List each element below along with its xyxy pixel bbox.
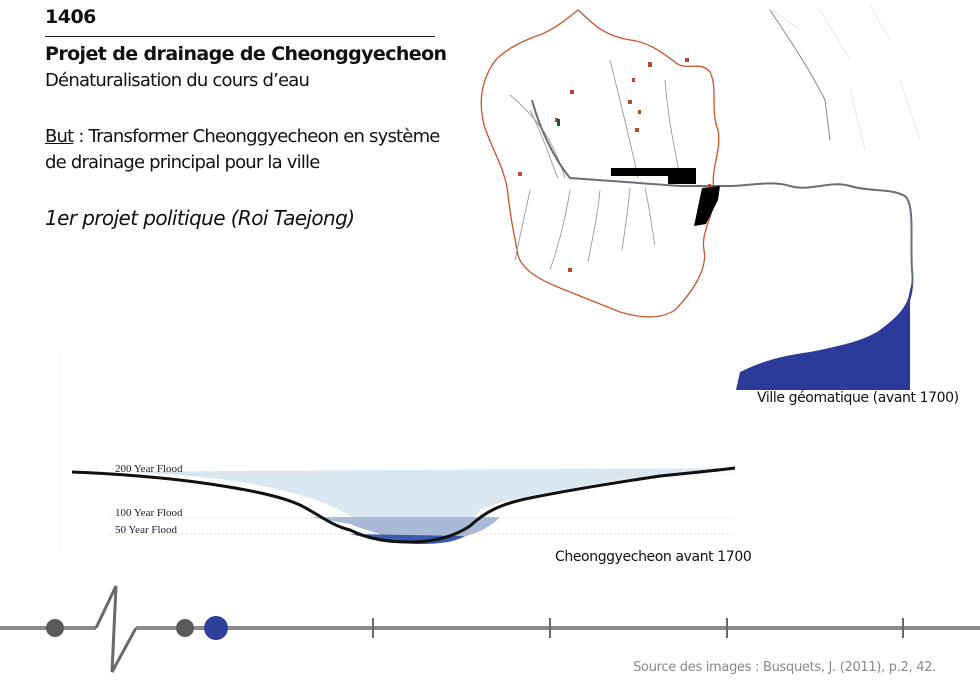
goal-paragraph: But : Transformer Cheonggyecheon en syst… xyxy=(45,124,445,176)
han-river xyxy=(736,290,910,390)
cross-section: 200 Year Flood 100 Year Flood 50 Year Fl… xyxy=(60,350,736,550)
image-source: Source des images : Busquets, J. (2011),… xyxy=(633,660,936,675)
timeline-marker-past-2 xyxy=(176,619,194,637)
flood-label-50: 50 Year Flood xyxy=(115,524,178,536)
page-subtitle: Dénaturalisation du cours d’eau xyxy=(45,70,310,91)
market-block xyxy=(694,186,720,226)
flood-label-100: 100 Year Flood xyxy=(115,507,183,519)
goal-label: But xyxy=(45,126,74,147)
flood-fill-200 xyxy=(72,468,735,542)
city-map xyxy=(470,0,980,390)
timeline-marker-current xyxy=(204,616,228,640)
section-caption: Cheonggyecheon avant 1700 xyxy=(555,549,752,565)
river-line xyxy=(531,99,914,311)
year-heading: 1406 xyxy=(45,6,96,28)
project-note: 1er projet politique (Roi Taejong) xyxy=(45,206,355,230)
timeline xyxy=(0,585,980,673)
city-wall xyxy=(480,9,720,318)
flood-fill-50 xyxy=(350,534,465,544)
flood-label-200: 200 Year Flood xyxy=(115,463,183,475)
timeline-marker-past-1 xyxy=(46,619,64,637)
heading-divider xyxy=(45,36,435,37)
palace-block xyxy=(611,168,671,176)
map-caption: Ville géomatique (avant 1700) xyxy=(757,390,959,406)
timeline-break xyxy=(94,585,138,673)
page-title: Projet de drainage de Cheonggyecheon xyxy=(45,43,447,65)
goal-text: : Transformer Cheonggyecheon en système … xyxy=(45,126,440,173)
ground-profile xyxy=(71,466,736,544)
